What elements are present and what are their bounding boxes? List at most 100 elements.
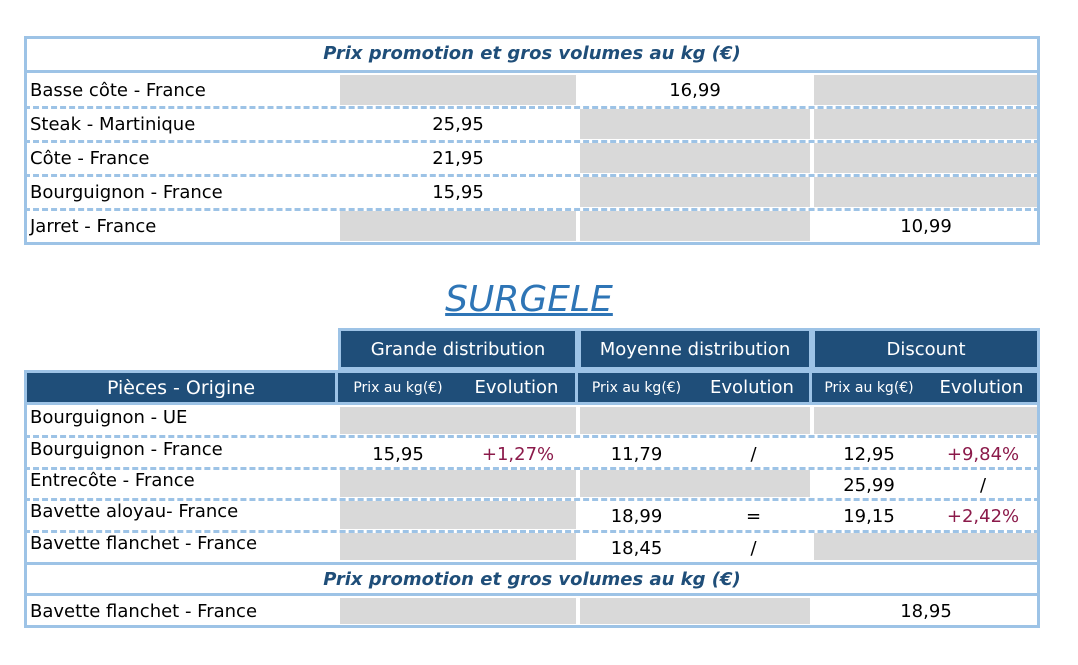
column-separator [337, 75, 340, 105]
column-separator [337, 143, 340, 173]
evolution-cell: = [745, 506, 762, 528]
column-separator [811, 407, 814, 435]
table-header: Prix promotion et gros volumes au kg (€) [24, 36, 1040, 73]
row-separator [24, 498, 1040, 502]
column-separator [337, 211, 340, 241]
column-separator [811, 109, 814, 139]
column-separator [337, 407, 340, 435]
row-separator [24, 140, 1040, 143]
empty-cell [340, 598, 576, 624]
column-separator [577, 211, 580, 241]
sub-header: Prix au kg(€) [812, 370, 926, 405]
column-separator [811, 469, 814, 498]
table-border [24, 36, 1040, 245]
column-separator [337, 109, 340, 139]
empty-cell [580, 177, 810, 207]
column-separator [577, 469, 580, 498]
sub-header: Evolution [458, 370, 578, 405]
price-cell: 25,95 [432, 113, 484, 135]
price-cell: 19,15 [843, 506, 895, 528]
empty-cell [580, 109, 810, 139]
empty-cell [814, 75, 1038, 105]
row-separator [24, 174, 1040, 177]
empty-cell [340, 532, 576, 560]
empty-cell [814, 532, 1038, 560]
empty-cell [340, 469, 576, 498]
column-separator [811, 532, 814, 560]
price-cell: 21,95 [432, 147, 484, 169]
column-separator [577, 532, 580, 560]
empty-cell [340, 407, 576, 435]
group-header: Moyenne distribution [578, 328, 812, 370]
price-cell: 18,95 [900, 600, 952, 622]
column-separator [337, 469, 340, 498]
empty-cell [814, 177, 1038, 207]
column-separator [577, 177, 580, 207]
row-separator [24, 529, 1040, 533]
price-cell: 11,79 [610, 443, 663, 465]
price-cell: 18,99 [610, 506, 663, 528]
evolution-cell: +9,84% [946, 443, 1020, 465]
empty-cell [580, 407, 810, 435]
empty-cell [580, 211, 810, 241]
empty-cell [580, 469, 810, 498]
column-separator [811, 501, 814, 529]
row-label: Bavette aloyau- France [30, 501, 239, 523]
column-separator [577, 501, 580, 529]
evolution-cell: +2,42% [946, 506, 1020, 528]
column-separator [811, 143, 814, 173]
empty-cell [814, 109, 1038, 139]
empty-cell [340, 75, 576, 105]
column-separator [337, 501, 340, 529]
evolution-cell: / [750, 443, 757, 465]
row-label: Bavette flanchet - France [30, 600, 258, 622]
column-separator [337, 438, 340, 466]
column-separator [811, 75, 814, 105]
row-label: Bourguignon - France [30, 181, 223, 203]
column-separator [577, 109, 580, 139]
price-cell: 18,45 [610, 537, 663, 559]
column-separator [811, 438, 814, 466]
evolution-cell: / [979, 474, 987, 496]
empty-cell [814, 407, 1038, 435]
column-separator [577, 438, 580, 466]
table-border [24, 370, 1040, 628]
row-separator [24, 466, 1040, 470]
row-label: Bourguignon - France [30, 438, 223, 460]
row-label: Entrecôte - France [30, 469, 195, 491]
group-header: Discount [812, 328, 1040, 370]
row-separator [24, 106, 1040, 109]
price-cell: 16,99 [669, 79, 721, 101]
table-header: Prix promotion et gros volumes au kg (€) [24, 562, 1040, 596]
column-separator [337, 177, 340, 207]
empty-cell [340, 211, 576, 241]
column-separator [577, 407, 580, 435]
row-label: Jarret - France [30, 215, 157, 237]
row-label: Basse côte - France [30, 79, 206, 101]
evolution-cell: / [750, 537, 757, 559]
empty-cell [814, 143, 1038, 173]
column-separator [577, 143, 580, 173]
sub-header: Evolution [695, 370, 812, 405]
empty-cell [580, 598, 810, 624]
column-separator [811, 598, 814, 624]
section-title: SURGELE [445, 278, 613, 320]
row-label: Steak - Martinique [30, 113, 196, 135]
column-separator [811, 211, 814, 241]
price-cell: 15,95 [372, 443, 424, 465]
row-separator [24, 208, 1040, 211]
empty-cell [340, 501, 576, 529]
column-separator [811, 177, 814, 207]
column-separator [337, 532, 340, 560]
column-separator [577, 598, 580, 624]
price-cell: 25,99 [843, 474, 895, 496]
row-separator [24, 435, 1040, 439]
price-cell: 10,99 [900, 215, 952, 237]
group-header: Grande distribution [338, 328, 578, 370]
column-separator [577, 75, 580, 105]
row-label: Bavette flanchet - France [30, 532, 258, 554]
column-separator [337, 598, 340, 624]
row-label: Côte - France [30, 147, 150, 169]
price-cell: 12,95 [843, 443, 895, 465]
